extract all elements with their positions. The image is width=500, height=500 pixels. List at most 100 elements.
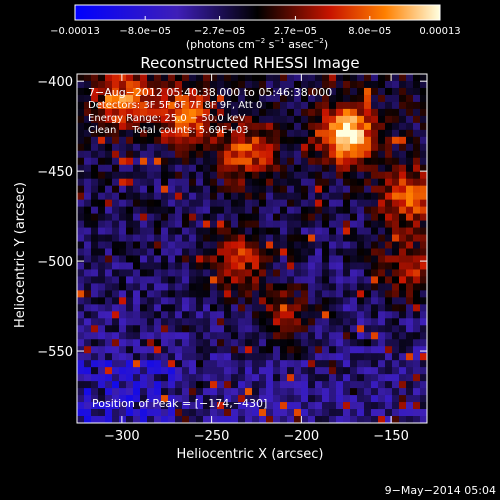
heatmap-cell [280, 346, 288, 354]
heatmap-cell [77, 304, 85, 312]
heatmap-cell [371, 332, 379, 340]
heatmap-cell [350, 346, 358, 354]
heatmap-cell [343, 129, 351, 138]
heatmap-cell [168, 297, 176, 305]
heatmap-cell [266, 374, 274, 382]
heatmap-cell [399, 164, 407, 173]
heatmap-cell [189, 220, 197, 228]
heatmap-cell [105, 157, 113, 166]
heatmap-cell [350, 325, 358, 333]
heatmap-cell [91, 185, 99, 194]
heatmap-cell [126, 157, 134, 166]
heatmap-cell [273, 157, 281, 166]
heatmap-cell [224, 199, 232, 208]
heatmap-cell [161, 332, 169, 340]
heatmap-cell [105, 374, 113, 382]
heatmap-cell [301, 199, 309, 208]
heatmap-cell [280, 220, 288, 228]
heatmap-cell [196, 136, 204, 145]
heatmap-cell [252, 74, 260, 82]
heatmap-cell [224, 248, 232, 256]
heatmap-cell [287, 381, 295, 389]
heatmap-cell [266, 346, 274, 354]
heatmap-cell [238, 402, 246, 410]
heatmap-cell [224, 213, 232, 221]
heatmap-cell [91, 143, 99, 152]
heatmap-cell [252, 409, 260, 417]
heatmap-cell [301, 311, 309, 319]
heatmap-cell [343, 325, 351, 333]
heatmap-cell [224, 346, 232, 354]
heatmap-cell [112, 304, 120, 312]
heatmap-cell [392, 220, 400, 228]
heatmap-cell [182, 234, 190, 242]
annotation-energy-range: Energy Range: 25.0 − 50.0 keV [88, 113, 245, 124]
heatmap-cell [182, 192, 190, 201]
heatmap-cell [224, 339, 232, 347]
heatmap-cell [189, 374, 197, 382]
heatmap-cell [203, 353, 211, 361]
heatmap-cell [385, 192, 393, 201]
heatmap-cell [385, 381, 393, 389]
heatmap-cell [105, 304, 113, 312]
heatmap-cell [175, 143, 183, 152]
heatmap-cell [378, 304, 386, 312]
heatmap-cell [217, 80, 225, 89]
heatmap-cell [294, 87, 302, 96]
heatmap-cell [175, 185, 183, 194]
heatmap-cell [168, 381, 176, 389]
heatmap-cell [287, 87, 295, 96]
heatmap-cell [280, 94, 288, 103]
heatmap-cell [98, 416, 106, 424]
heatmap-cell [385, 213, 393, 221]
heatmap-cell [238, 115, 246, 124]
heatmap-cell [301, 395, 309, 403]
heatmap-cell [147, 213, 155, 221]
heatmap-cell [266, 115, 274, 124]
heatmap-cell [140, 290, 148, 298]
heatmap-cell [77, 157, 85, 166]
heatmap-cell [91, 283, 99, 291]
heatmap-cell [161, 255, 169, 263]
heatmap-cell [329, 87, 337, 96]
heatmap-cell [343, 80, 351, 89]
heatmap-cell [224, 234, 232, 242]
heatmap-cell [217, 346, 225, 354]
heatmap-cell [406, 367, 414, 375]
heatmap-cell [420, 283, 428, 291]
heatmap-cell [238, 388, 246, 396]
heatmap-cell [231, 332, 239, 340]
heatmap-cell [357, 74, 365, 82]
heatmap-cell [161, 353, 169, 361]
heatmap-cell [273, 297, 281, 305]
heatmap-cell [203, 122, 211, 131]
heatmap-cell [245, 325, 253, 333]
heatmap-cell [196, 80, 204, 89]
heatmap-cell [91, 402, 99, 410]
heatmap-cell [301, 171, 309, 180]
heatmap-cell [154, 192, 162, 201]
heatmap-cell [294, 402, 302, 410]
heatmap-cell [203, 171, 211, 180]
heatmap-cell [273, 276, 281, 284]
heatmap-cell [259, 234, 267, 242]
heatmap-cell [371, 178, 379, 187]
heatmap-cell [133, 416, 141, 424]
heatmap-cell [399, 80, 407, 89]
heatmap-cell [217, 94, 225, 103]
heatmap-cell [378, 318, 386, 326]
heatmap-cell [315, 346, 323, 354]
heatmap-cell [196, 283, 204, 291]
heatmap-cell [126, 304, 134, 312]
heatmap-cell [385, 206, 393, 214]
heatmap-cell [357, 136, 365, 145]
heatmap-cell [413, 367, 421, 375]
heatmap-cell [245, 248, 253, 256]
heatmap-cell [252, 255, 260, 263]
heatmap-cell [420, 318, 428, 326]
heatmap-cell [392, 388, 400, 396]
heatmap-cell [203, 409, 211, 417]
heatmap-cell [154, 108, 162, 117]
heatmap-cell [112, 94, 120, 103]
heatmap-cell [413, 360, 421, 368]
